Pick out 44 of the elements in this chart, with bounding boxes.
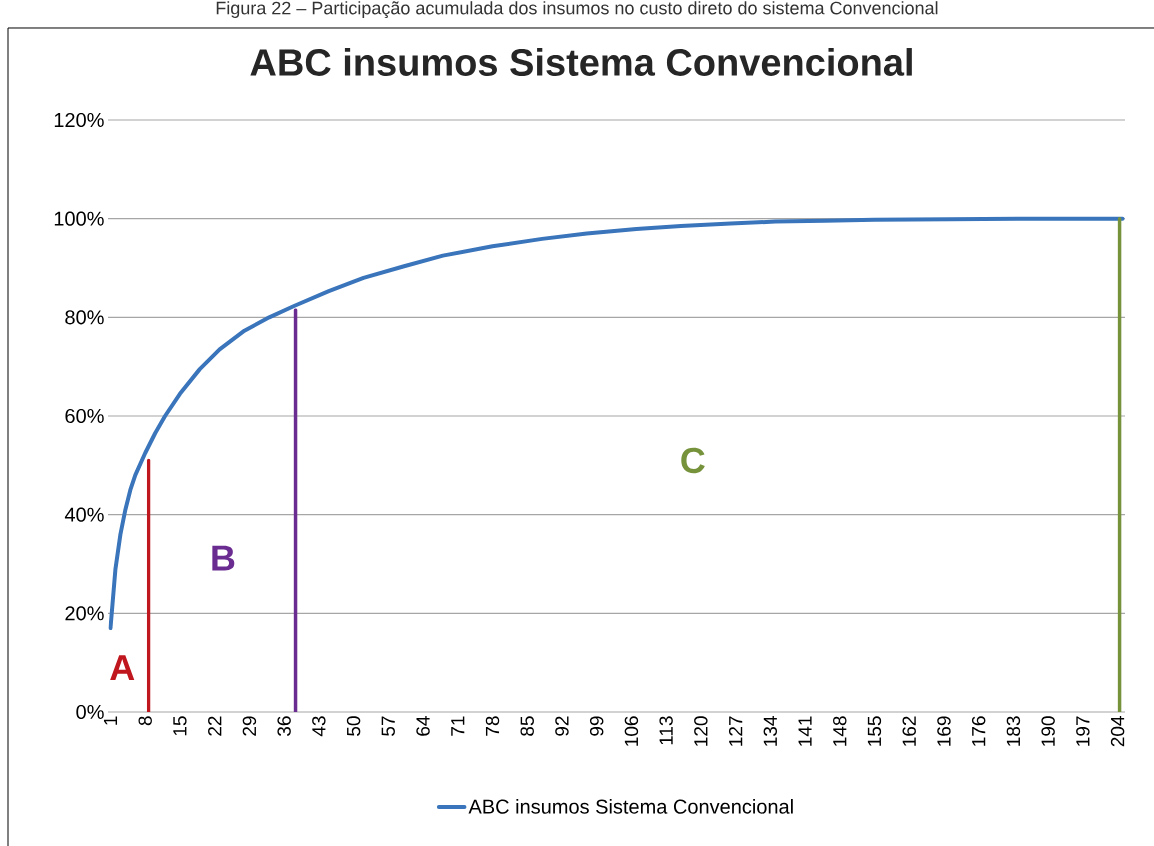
x-tick-label: 29 xyxy=(242,716,257,736)
x-tick-label: 1 xyxy=(103,716,118,725)
x-tick-label: 50 xyxy=(346,716,361,736)
x-tick-label: 8 xyxy=(138,716,152,726)
x-tick-label: 64 xyxy=(416,716,430,736)
x-tick-label: 127 xyxy=(728,716,743,746)
x-tick-label: 15 xyxy=(173,716,187,736)
x-tick-label: 71 xyxy=(451,716,465,736)
x-tick-label: 141 xyxy=(798,716,812,746)
annotation: A xyxy=(110,655,135,680)
annotation: C xyxy=(681,447,705,474)
x-tick-label: 169 xyxy=(937,716,951,746)
chart-title: ABC insumos Sistema Convencional xyxy=(250,48,912,76)
y-tick-label: 40% xyxy=(64,507,104,522)
x-tick-label: 176 xyxy=(971,716,986,746)
y-tick-label: 120% xyxy=(54,112,104,128)
x-tick-label: 183 xyxy=(1006,716,1021,746)
x-tick-label: 148 xyxy=(833,716,847,746)
x-tick-label: 106 xyxy=(624,716,639,746)
x-tick-label: 43 xyxy=(312,716,326,737)
x-tick-label: 134 xyxy=(763,716,778,746)
x-tick-label: 120 xyxy=(694,716,708,746)
y-tick-label: 20% xyxy=(65,606,104,621)
x-tick-label: 85 xyxy=(520,716,534,736)
y-tick-label: 60% xyxy=(65,408,104,424)
x-tick-label: 190 xyxy=(1041,716,1055,746)
text: Figura 22 – Participação acumulada dos insumos no custo direto do sistema Convencional xyxy=(216,1,938,19)
x-tick-label: 204 xyxy=(1110,716,1125,747)
x-tick-label: 162 xyxy=(902,716,916,746)
x-tick-label: 36 xyxy=(277,716,291,736)
x-tick-label: 99 xyxy=(589,716,604,736)
x-tick-label: 113 xyxy=(659,716,673,745)
y-tick-label: 100% xyxy=(54,211,104,226)
x-tick-label: 197 xyxy=(1076,716,1090,746)
legend-label: ABC insumos Sistema Convencional xyxy=(468,799,793,814)
y-tick-label: 80% xyxy=(65,310,104,325)
line-series xyxy=(108,216,1125,631)
x-tick-label: 155 xyxy=(867,716,882,746)
y-tick-label: 0% xyxy=(76,704,104,720)
x-tick-label: 78 xyxy=(485,716,500,736)
x-tick-label: 22 xyxy=(208,716,222,736)
x-tick-label: 57 xyxy=(381,716,395,736)
annotation: B xyxy=(212,545,235,571)
x-tick-label: 92 xyxy=(555,716,569,736)
